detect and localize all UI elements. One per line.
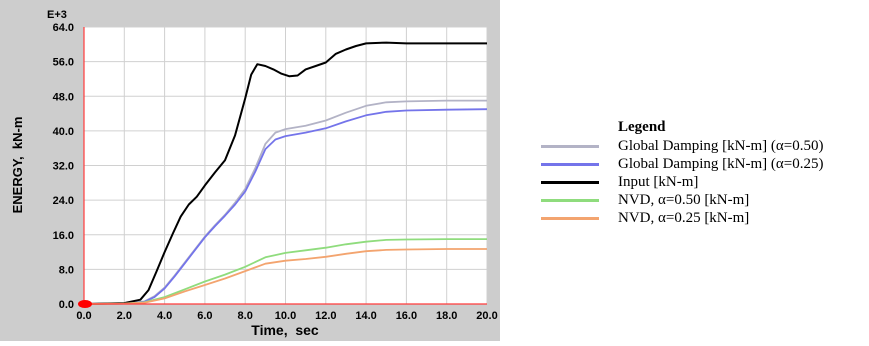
x-tick-label: 2.0 [117,310,132,322]
legend-swatch [541,198,599,202]
x-tick-label: 18.0 [436,310,457,322]
legend: Legend Global Damping [kN-m] (α=0.50) Glo… [541,118,866,227]
legend-swatch [541,180,599,184]
origin-marker [78,300,92,308]
series-line-2 [83,41,487,305]
series-line-3 [83,238,487,305]
x-tick-label: 14.0 [355,310,376,322]
y-tick-label: 8.0 [59,264,74,276]
energy-time-chart: E+3 0.0 2.0 4.0 6.0 8.0 10.0 12.0 14.0 16.0 18.0 2… [10,9,498,338]
legend-entries: Global Damping [kN-m] (α=0.50) Global Dam… [541,137,866,227]
x-tick-label: 20.0 [476,310,497,322]
legend-label: Input [kN-m] [618,174,699,190]
legend-item: NVD, α=0.25 [kN-m] [541,209,866,227]
legend-label: NVD, α=0.50 [kN-m] [618,192,750,208]
legend-swatch [541,216,599,220]
y-tick-label: 48.0 [53,91,74,103]
y-tick-label: 16.0 [53,230,74,242]
legend-item: Input [kN-m] [541,173,866,191]
x-tick-label: 12.0 [315,310,336,322]
series-line-1 [83,108,488,305]
x-tick-label: 6.0 [197,310,212,322]
y-tick-label: 0.0 [59,299,74,311]
grid [84,26,488,304]
y-tick-label: 56.0 [53,57,74,69]
y-tick-label: 64.0 [53,22,74,34]
legend-swatch [541,144,599,148]
series-lines [83,41,488,305]
x-tick-label: 16.0 [396,310,417,322]
legend-label: Global Damping [kN-m] (α=0.25) [618,156,824,172]
chart-panel: E+3 0.0 2.0 4.0 6.0 8.0 10.0 12.0 14.0 16.0 18.0 2… [0,0,500,341]
legend-label: Global Damping [kN-m] (α=0.50) [618,138,824,154]
y-tick-label: 24.0 [53,195,74,207]
tick-labels: 0.0 2.0 4.0 6.0 8.0 10.0 12.0 14.0 16.0 18.0 20.0 0… [53,22,498,322]
legend-swatch [541,162,599,166]
y-tick-label: 40.0 [53,126,74,138]
x-tick-label: 10.0 [275,310,296,322]
x-tick-label: 4.0 [157,310,172,322]
y-exponent-label: E+3 [47,9,67,21]
y-axis-label: ENERGY, kN-m [10,117,25,214]
series-line-4 [83,248,487,305]
legend-item: Global Damping [kN-m] (α=0.25) [541,155,866,173]
x-tick-label: 0.0 [76,310,91,322]
legend-item: Global Damping [kN-m] (α=0.50) [541,137,866,155]
legend-item: NVD, α=0.50 [kN-m] [541,191,866,209]
y-tick-label: 32.0 [53,161,74,173]
legend-title: Legend [618,119,666,135]
legend-label: NVD, α=0.25 [kN-m] [618,210,750,226]
x-tick-label: 8.0 [238,310,253,322]
x-axis-label: Time, sec [251,322,319,338]
